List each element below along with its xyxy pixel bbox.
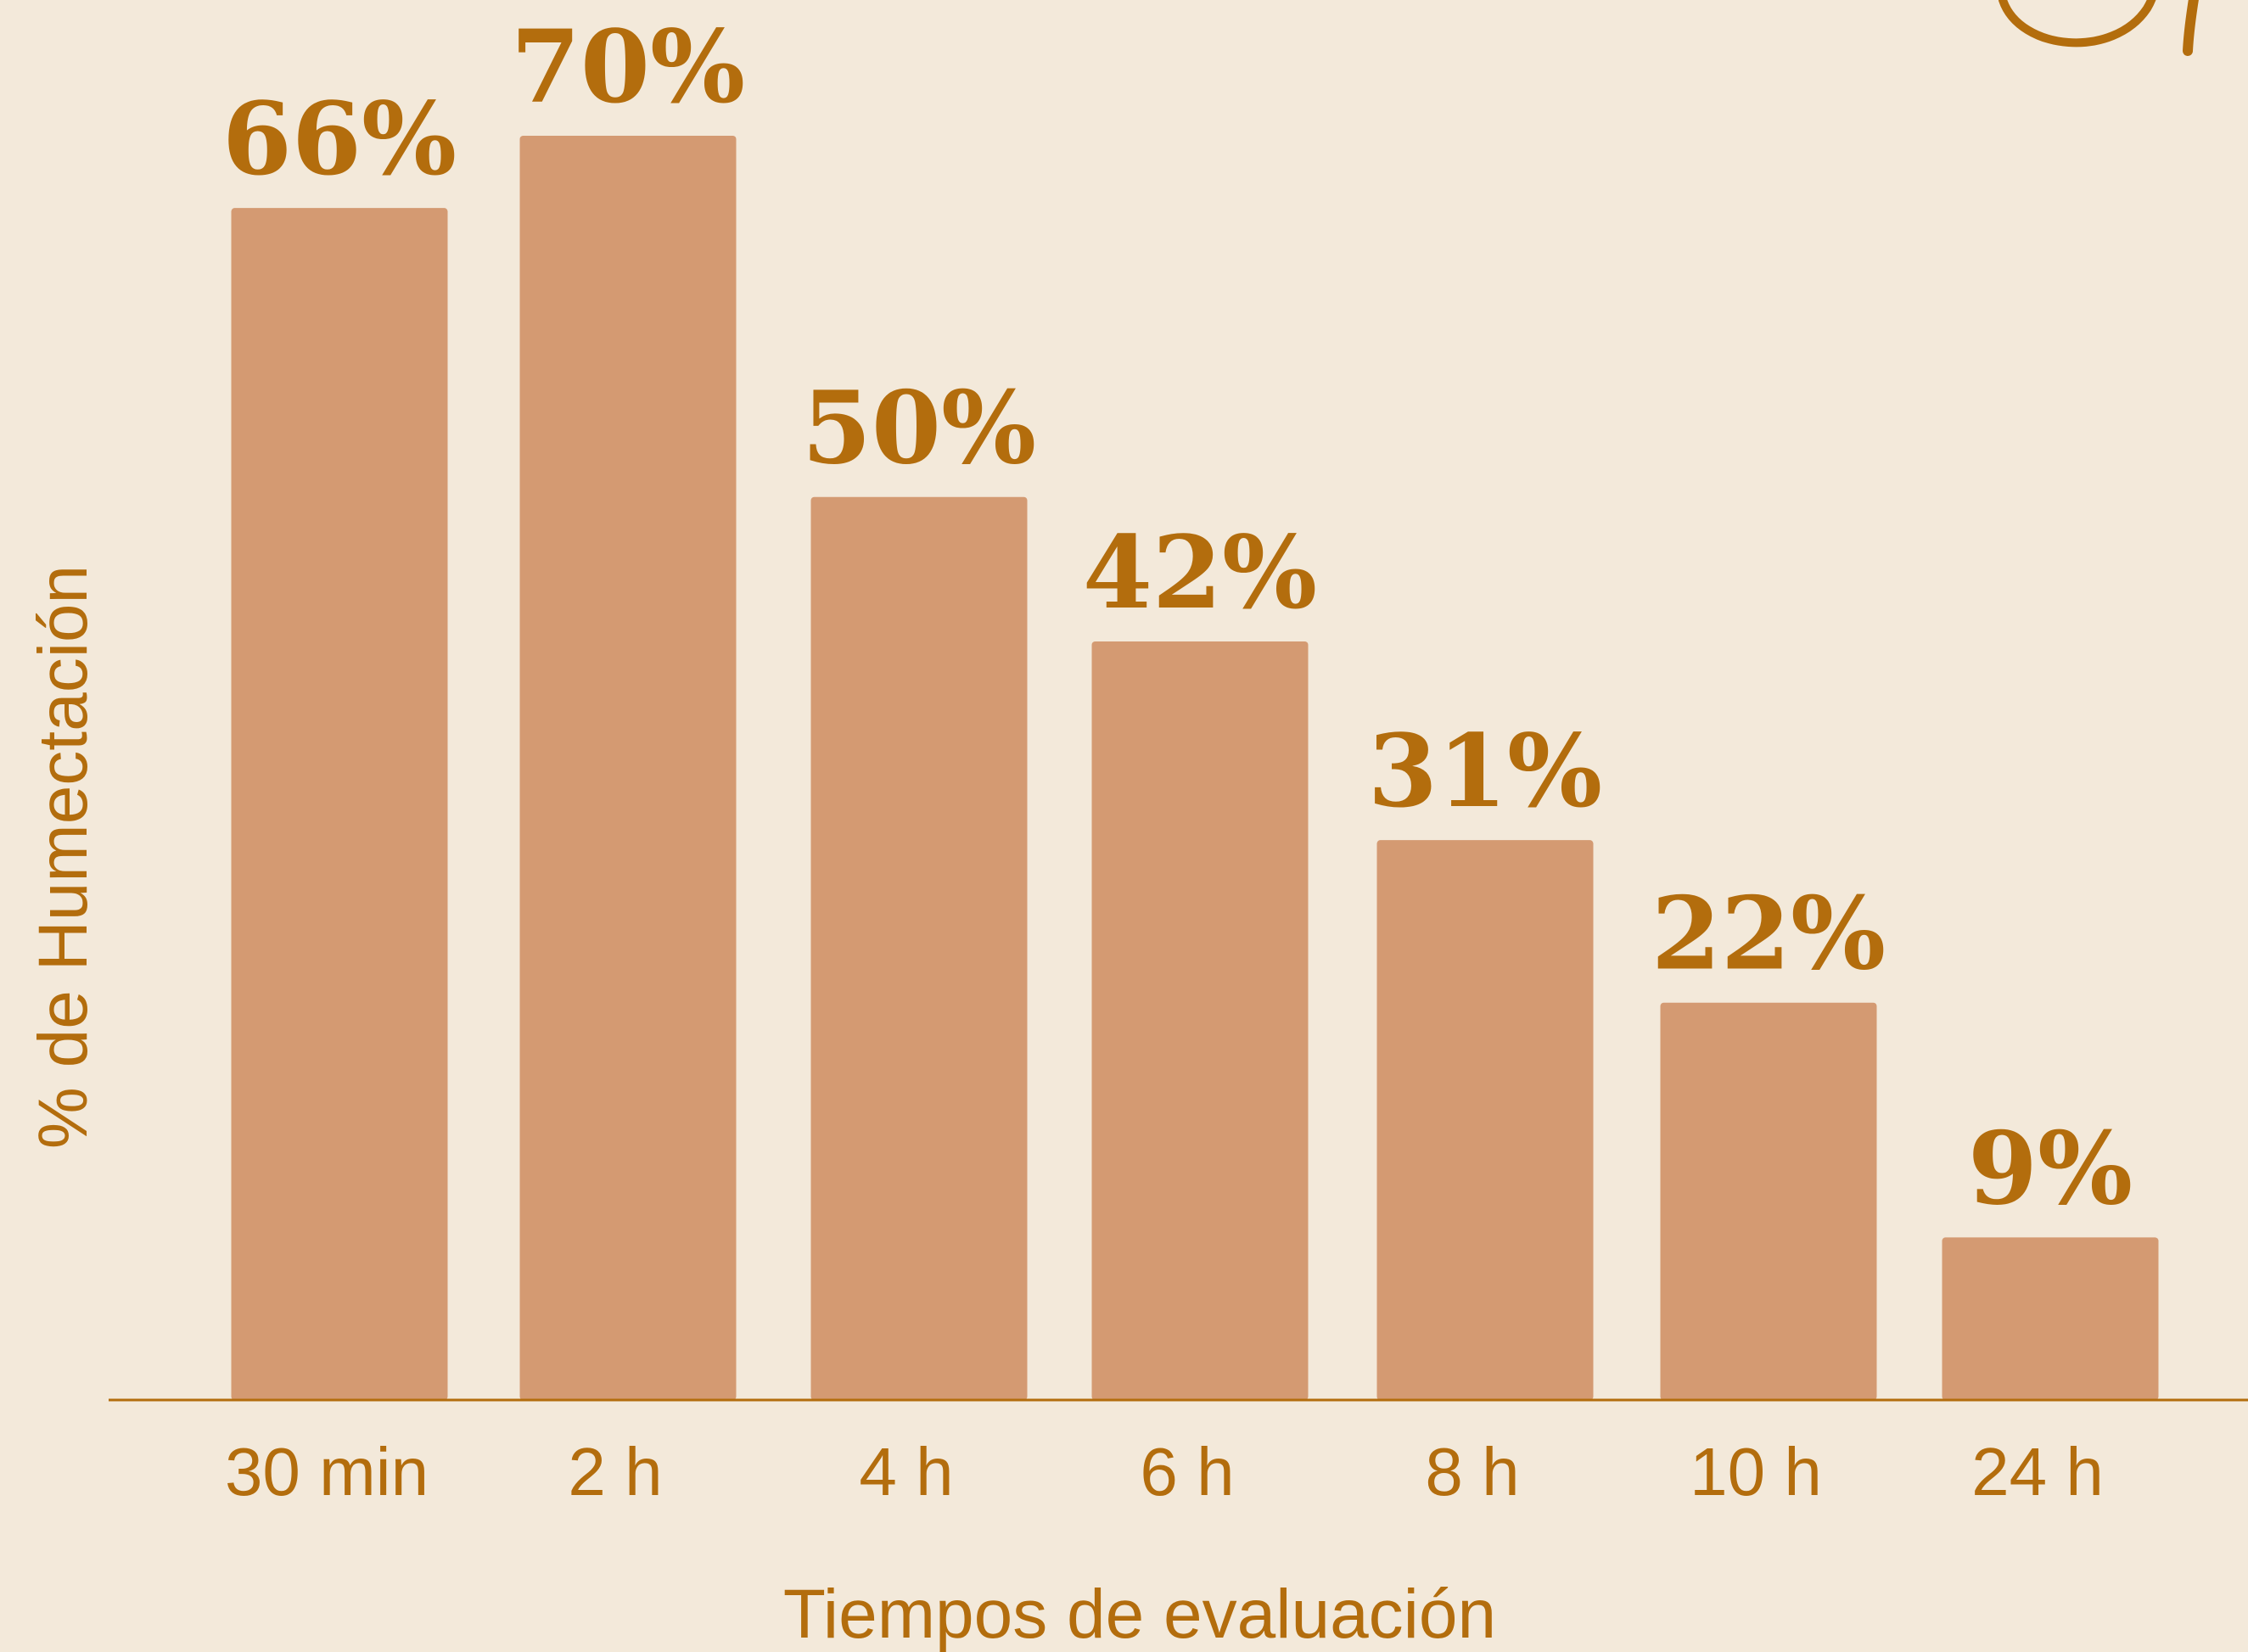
bar-24-h [1942, 1237, 2159, 1400]
data-label: 66% [222, 80, 457, 198]
bar-6-h [1091, 641, 1309, 1400]
data-label: 22% [1651, 875, 1886, 993]
y-axis-title: % de Humectación [25, 565, 102, 1149]
x-tick-label: 30 min [225, 1434, 429, 1509]
data-label: 31% [1368, 712, 1602, 830]
value-labels-group: 66% 70% 50% 42% 31% 22% 9% [222, 8, 2133, 1227]
x-tick-labels-group: 30 min 2 h 4 h 6 h 8 h 10 h 24 h [225, 1434, 2104, 1509]
x-axis-title: Tiempos de evaluación [783, 1576, 1496, 1652]
bar-30-min [231, 208, 448, 1401]
data-label: 9% [1968, 1109, 2133, 1227]
x-tick-label: 2 h [568, 1434, 662, 1509]
bar-8-h [1376, 840, 1594, 1400]
decorative-script-glyph [1999, 0, 2199, 56]
data-label: 42% [1083, 513, 1317, 631]
x-tick-label: 10 h [1690, 1434, 1822, 1509]
bar-2-h [519, 136, 737, 1400]
data-label: 70% [511, 8, 745, 126]
x-tick-label: 24 h [1971, 1434, 2104, 1509]
x-tick-label: 4 h [859, 1434, 953, 1509]
data-label: 50% [802, 369, 1036, 487]
bar-10-h [1660, 1002, 1877, 1400]
bar-4-h [810, 496, 1028, 1400]
bars-group [231, 136, 2159, 1401]
x-tick-label: 6 h [1140, 1434, 1234, 1509]
x-tick-label: 8 h [1425, 1434, 1519, 1509]
